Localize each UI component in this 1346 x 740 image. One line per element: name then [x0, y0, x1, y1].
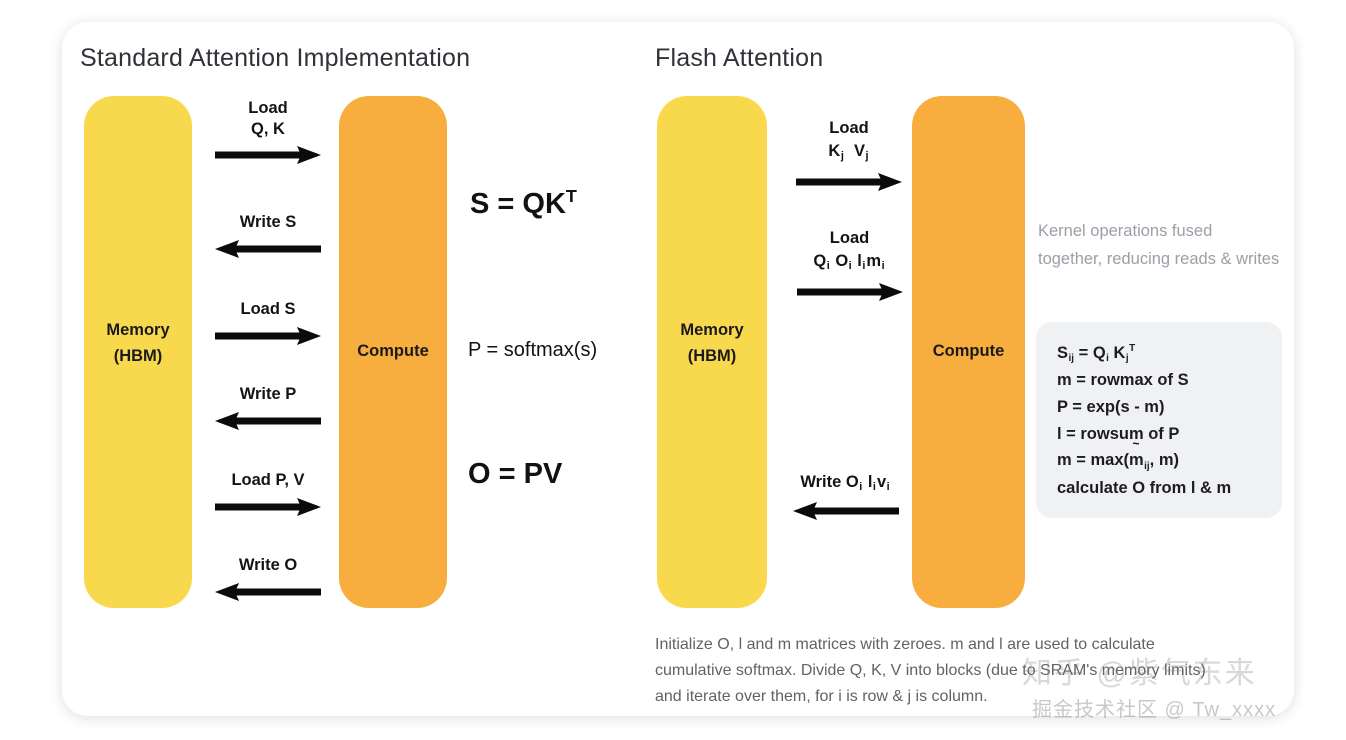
- left-flow-write-s-label: Write S: [239, 213, 297, 231]
- formula-box-line-rowmax: m = rowmax of S: [1057, 371, 1189, 390]
- left-memory-bar-label: Memory (HBM): [106, 321, 170, 365]
- formula-box-line-exp: P = exp(s - m): [1057, 397, 1165, 416]
- left-flow-load-s: Load S: [205, 299, 331, 347]
- right-flow-load-kv: Load Kj Vj: [786, 118, 912, 193]
- arrow-left-icon: [792, 501, 899, 520]
- arrow-right-icon: [215, 326, 321, 345]
- right-compute-bar: Compute: [912, 96, 1025, 608]
- right-flow-load-qolm-label-line2: Qi Oi limi: [813, 251, 885, 272]
- left-memory-bar: Memory (HBM): [84, 96, 192, 608]
- formula-o-equals-pv: O = PV: [468, 458, 563, 490]
- right-memory-bar-label: Memory (HBM): [680, 321, 744, 365]
- panel-title-flash-attention: Flash Attention: [655, 44, 824, 72]
- right-compute-bar-label: Compute: [932, 342, 1005, 360]
- left-flow-load-qk: Load Q, K: [205, 98, 331, 166]
- arrow-left-icon: [215, 239, 321, 258]
- arrow-right-icon: [796, 283, 903, 302]
- arrow-right-icon: [215, 146, 321, 165]
- formula-box-line-max: m = max(mij, m): [1057, 447, 1282, 474]
- left-flow-write-p: Write P: [205, 384, 331, 432]
- arrow-left-icon: [215, 582, 321, 601]
- left-flow-load-qk-label: Load Q, K: [248, 99, 288, 138]
- left-flow-load-s-label: Load S: [240, 300, 296, 318]
- left-flow-load-pv: Load P, V: [205, 470, 331, 518]
- right-flow-write-olv: Write Oi livi: [778, 472, 913, 522]
- left-compute-bar: Compute: [339, 96, 447, 608]
- flash-attention-formula-box: Sij = Qi KjT m = rowmax of S P = exp(s -…: [1036, 322, 1282, 518]
- flash-attention-bottom-caption: Initialize O, l and m matrices with zero…: [655, 636, 1206, 705]
- left-flow-write-o: Write O: [205, 555, 331, 603]
- left-flow-load-pv-label: Load P, V: [231, 471, 305, 489]
- right-memory-bar: Memory (HBM): [657, 96, 767, 608]
- left-flow-write-s: Write S: [205, 212, 331, 260]
- left-compute-bar-label: Compute: [357, 342, 429, 360]
- right-flow-write-olv-label: Write Oi livi: [800, 473, 890, 494]
- panel-title-standard-attention: Standard Attention Implementation: [80, 44, 471, 72]
- right-flow-load-qolm: Load Qi Oi limi: [782, 228, 917, 303]
- left-flow-write-o-label: Write O: [238, 556, 298, 574]
- arrow-right-icon: [796, 173, 902, 192]
- formula-s-superscript: T: [565, 186, 577, 206]
- formula-box-line-rowsum: l = rowsum of P: [1057, 424, 1180, 443]
- formula-box-line-sij: Sij = Qi KjT: [1057, 343, 1136, 365]
- arrow-right-icon: [215, 497, 321, 516]
- formula-s-base: S = QK: [470, 188, 566, 221]
- formula-p-equals-softmax: P = softmax(s): [468, 339, 598, 361]
- arrow-left-icon: [215, 411, 321, 430]
- kernel-operations-note: Kernel operations fused together, reduci…: [1038, 222, 1280, 269]
- right-flow-load-kv-label-line1: Load: [829, 119, 869, 137]
- right-flow-load-kv-label-line2: Kj Vj: [828, 141, 869, 162]
- right-flow-load-qolm-label-line1: Load: [829, 229, 870, 247]
- left-flow-write-p-label: Write P: [239, 385, 297, 403]
- formula-s-equals-qkt: S = QKT: [470, 186, 577, 221]
- formula-box-line-calculate: calculate O from l & m: [1057, 478, 1232, 497]
